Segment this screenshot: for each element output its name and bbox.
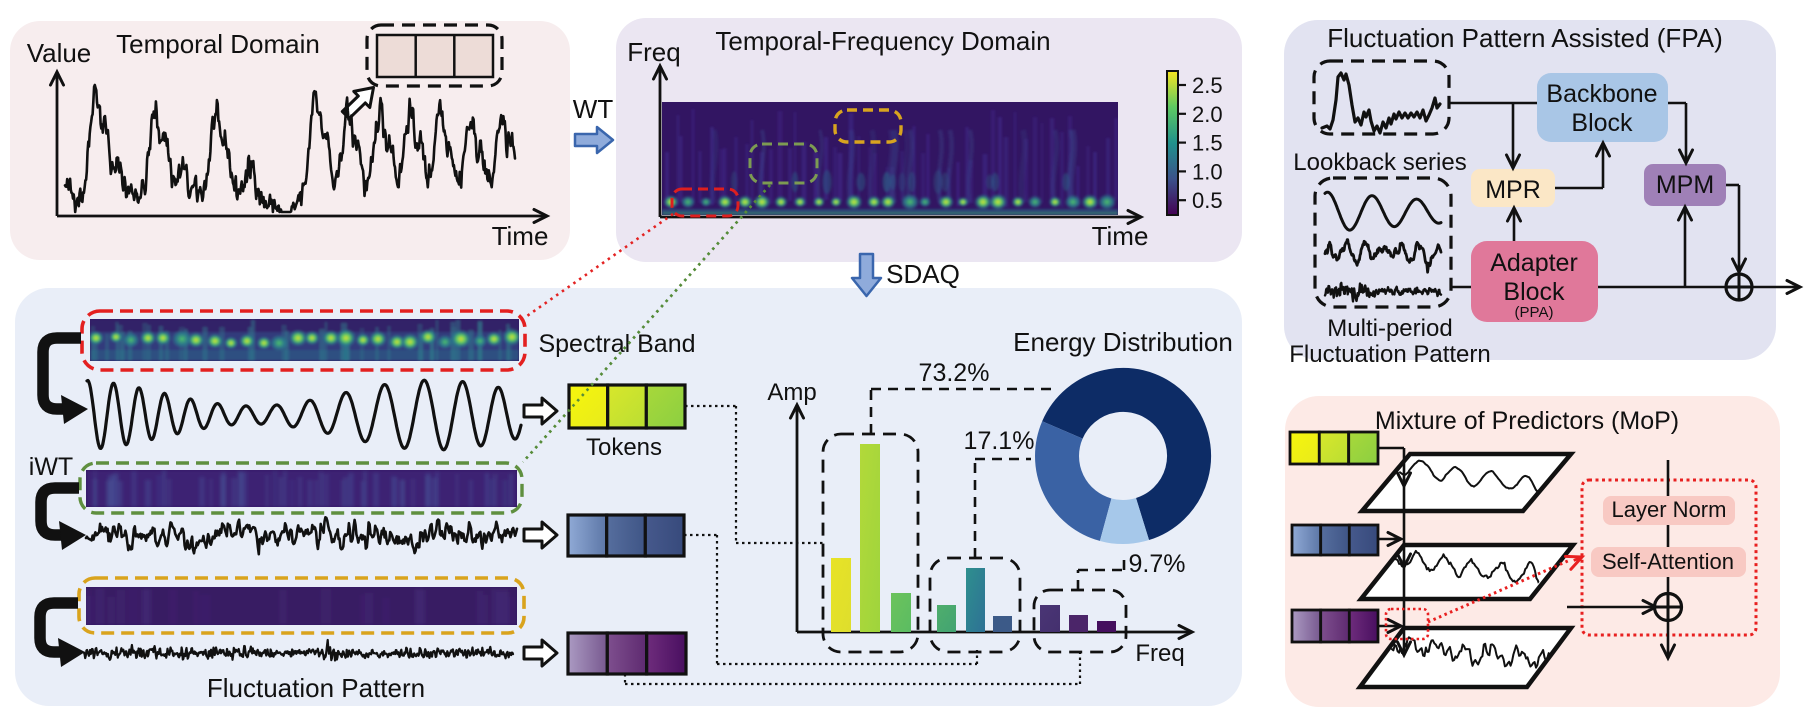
- svg-text:Adapter: Adapter: [1490, 249, 1578, 277]
- svg-text:Freq: Freq: [627, 37, 680, 67]
- svg-text:Block: Block: [1571, 109, 1633, 137]
- svg-text:Temporal-Frequency Domain: Temporal-Frequency Domain: [715, 26, 1050, 56]
- svg-text:Block: Block: [1503, 278, 1565, 306]
- svg-text:Backbone: Backbone: [1546, 80, 1657, 108]
- svg-text:MPM: MPM: [1656, 171, 1714, 199]
- svg-text:Lookback series: Lookback series: [1293, 149, 1466, 176]
- svg-text:Energy Distribution: Energy Distribution: [1013, 327, 1233, 357]
- svg-text:17.1%: 17.1%: [964, 427, 1035, 455]
- svg-text:WT: WT: [573, 94, 614, 124]
- svg-text:Mixture of Predictors (MoP): Mixture of Predictors (MoP): [1375, 407, 1679, 435]
- svg-text:Fluctuation Pattern Assisted (: Fluctuation Pattern Assisted (FPA): [1327, 23, 1722, 53]
- svg-text:Time: Time: [1092, 221, 1149, 251]
- svg-text:1.0: 1.0: [1192, 159, 1223, 184]
- svg-text:0.5: 0.5: [1192, 188, 1223, 213]
- svg-text:Self-Attention: Self-Attention: [1602, 549, 1734, 574]
- svg-text:Multi-period: Multi-period: [1327, 315, 1452, 342]
- svg-text:iWT: iWT: [29, 453, 73, 481]
- svg-text:Fluctuation Pattern: Fluctuation Pattern: [1289, 341, 1490, 368]
- svg-text:Time: Time: [492, 221, 549, 251]
- svg-text:Temporal Domain: Temporal Domain: [116, 29, 320, 59]
- svg-text:Value: Value: [27, 38, 92, 68]
- svg-text:Spectral Band: Spectral Band: [538, 330, 695, 358]
- svg-text:Layer Norm: Layer Norm: [1612, 497, 1727, 522]
- svg-text:SDAQ: SDAQ: [886, 259, 960, 289]
- svg-text:73.2%: 73.2%: [919, 359, 990, 387]
- svg-text:1.5: 1.5: [1192, 131, 1223, 156]
- svg-text:MPR: MPR: [1485, 176, 1541, 204]
- svg-text:Fluctuation Pattern: Fluctuation Pattern: [207, 673, 425, 703]
- svg-text:2.5: 2.5: [1192, 73, 1223, 98]
- svg-text:Amp: Amp: [767, 379, 816, 406]
- svg-text:Freq: Freq: [1135, 640, 1184, 667]
- svg-text:(PPA): (PPA): [1515, 304, 1554, 321]
- svg-text:9.7%: 9.7%: [1129, 550, 1186, 578]
- svg-text:Tokens: Tokens: [586, 434, 662, 461]
- svg-text:2.0: 2.0: [1192, 102, 1223, 127]
